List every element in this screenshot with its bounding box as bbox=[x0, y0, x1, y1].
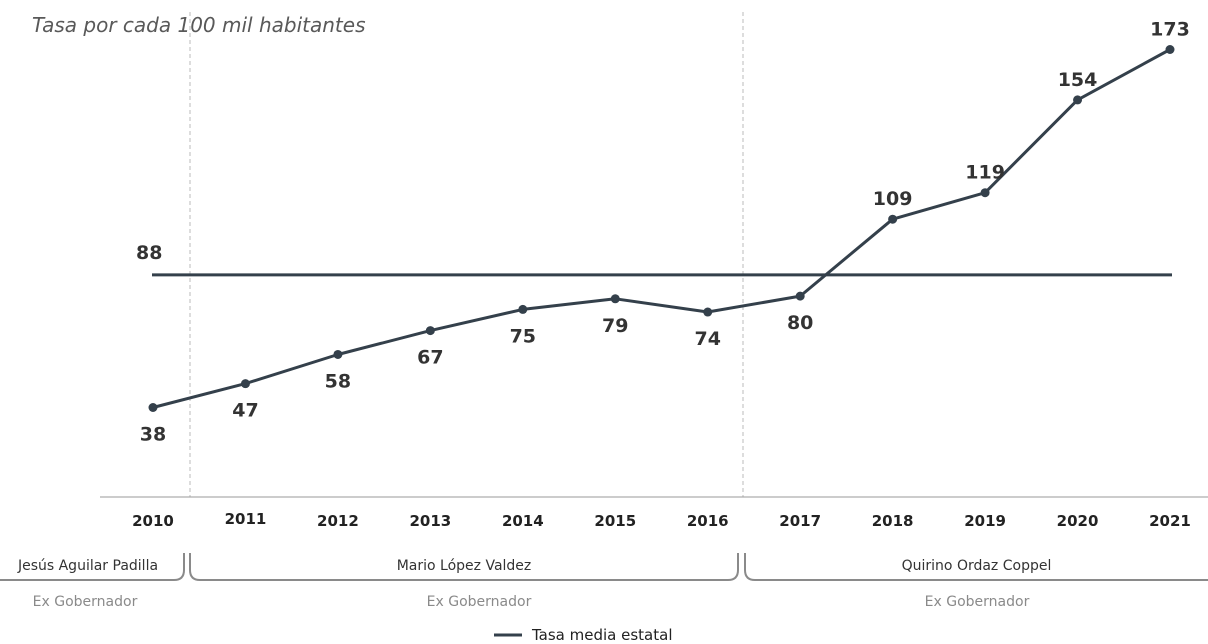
period-role-2: Ex Gobernador bbox=[427, 594, 532, 610]
data-point-2011 bbox=[240, 379, 250, 389]
data-label-2010: 38 bbox=[140, 424, 166, 446]
period-name-3: Quirino Ordaz Coppel bbox=[902, 558, 1052, 574]
x-tick-2018: 2018 bbox=[872, 512, 914, 530]
data-label-2014: 75 bbox=[510, 325, 536, 347]
x-tick-2016: 2016 bbox=[687, 512, 729, 530]
data-point-2012 bbox=[333, 349, 343, 359]
period-name-1: Jesús Aguilar Padilla bbox=[17, 558, 158, 574]
data-point-2017 bbox=[795, 291, 805, 301]
period-bracket-3 bbox=[744, 553, 1208, 581]
x-tick-2013: 2013 bbox=[409, 512, 451, 530]
x-tick-2014: 2014 bbox=[502, 512, 544, 530]
data-label-2019: 119 bbox=[965, 162, 1005, 184]
data-label-2015: 79 bbox=[602, 315, 628, 337]
x-tick-2012: 2012 bbox=[317, 512, 359, 530]
data-label-2021: 173 bbox=[1150, 19, 1190, 41]
data-label-2017: 80 bbox=[787, 312, 813, 334]
period-brackets: Jesús Aguilar Padilla Ex Gobernador Mario … bbox=[0, 553, 1208, 610]
data-point-2020 bbox=[1073, 95, 1083, 105]
data-point-2013 bbox=[425, 326, 435, 336]
period-name-2: Mario López Valdez bbox=[397, 558, 532, 574]
data-label-2016: 74 bbox=[695, 328, 721, 350]
data-point-2021 bbox=[1165, 45, 1175, 54]
data-label-2018: 109 bbox=[873, 188, 913, 210]
period-role-3: Ex Gobernador bbox=[925, 594, 1030, 610]
x-tick-2010: 2010 bbox=[132, 512, 174, 530]
x-tick-2021: 2021 bbox=[1149, 512, 1191, 530]
chart-subtitle: Tasa por cada 100 mil habitantes bbox=[32, 13, 366, 37]
data-points bbox=[148, 45, 1175, 412]
legend: Tasa media estatal bbox=[494, 626, 673, 644]
x-tick-2011: 2011 bbox=[225, 510, 267, 528]
period-role-1: Ex Gobernador bbox=[33, 594, 138, 610]
reference-line-label: 88 bbox=[136, 242, 162, 264]
x-tick-2015: 2015 bbox=[594, 512, 636, 530]
x-tick-2019: 2019 bbox=[964, 512, 1006, 530]
data-labels: 38 47 58 67 75 79 74 80 109 119 154 173 bbox=[140, 19, 1190, 446]
data-label-2011: 47 bbox=[232, 400, 258, 422]
data-point-2019 bbox=[980, 188, 990, 198]
data-point-2014 bbox=[518, 304, 528, 314]
x-axis-ticks: 2010 2011 2012 2013 2014 2015 2016 2017 2018 2019… bbox=[132, 510, 1191, 530]
data-point-2018 bbox=[888, 214, 898, 224]
series-line bbox=[152, 48, 1171, 409]
data-label-2020: 154 bbox=[1058, 69, 1098, 91]
data-label-2013: 67 bbox=[417, 347, 443, 369]
data-point-2015 bbox=[610, 294, 620, 304]
data-label-2012: 58 bbox=[325, 370, 351, 392]
legend-label: Tasa media estatal bbox=[531, 626, 673, 644]
data-point-2010 bbox=[148, 403, 158, 412]
period-bracket-2 bbox=[189, 553, 739, 581]
period-bracket-1 bbox=[0, 553, 185, 581]
x-tick-2017: 2017 bbox=[779, 512, 821, 530]
x-tick-2020: 2020 bbox=[1057, 512, 1099, 530]
data-point-2016 bbox=[703, 307, 713, 317]
